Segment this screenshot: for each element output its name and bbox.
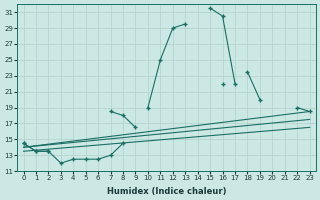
X-axis label: Humidex (Indice chaleur): Humidex (Indice chaleur) [107, 187, 226, 196]
